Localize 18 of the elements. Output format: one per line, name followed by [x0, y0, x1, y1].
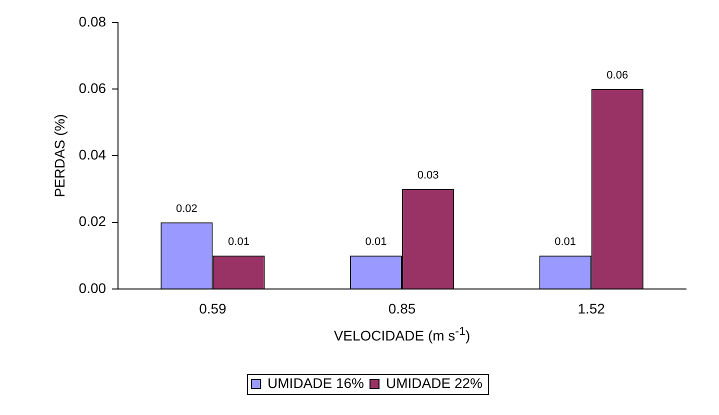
legend-label: UMIDADE 22%: [386, 374, 482, 391]
x-tick-label: 1.52: [578, 300, 606, 316]
x-axis-title: VELOCIDADE (m s$^{-1}$): [334, 325, 470, 344]
y-axis-title: PERDAS (%): [51, 114, 68, 198]
data-label: 0.03: [417, 170, 439, 182]
y-tick-label: 0.04: [78, 146, 106, 163]
data-label: 0.01: [365, 236, 387, 248]
y-tick-label: 0.02: [78, 213, 106, 230]
y-tick-label: 0.06: [78, 80, 106, 96]
data-label: 0.06: [606, 70, 628, 82]
x-tick-label: 0.85: [388, 300, 416, 316]
legend-label: UMIDADE 16%: [268, 374, 364, 391]
data-label: 0.01: [554, 236, 576, 248]
data-label: 0.02: [176, 202, 198, 215]
x-tick-label: 0.59: [199, 300, 227, 316]
data-label: 0.01: [228, 236, 250, 248]
y-tick-label: 0.00: [78, 280, 106, 296]
y-tick-label: 0.08: [78, 13, 106, 30]
